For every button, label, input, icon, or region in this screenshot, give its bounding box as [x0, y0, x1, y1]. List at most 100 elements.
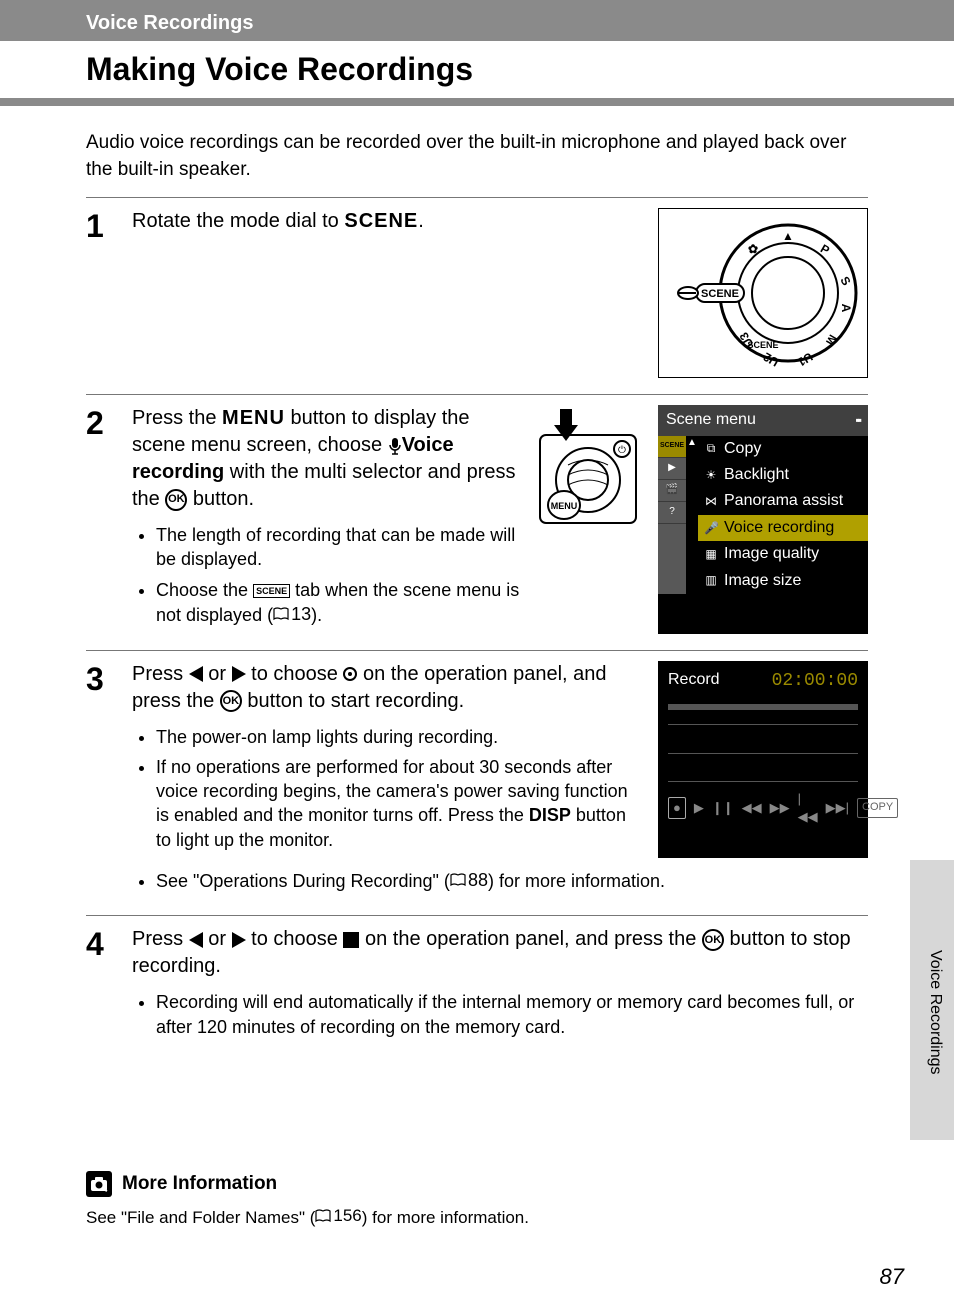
- svg-text:⏻: ⏻: [618, 445, 626, 456]
- more-info-heading: More Information: [122, 1171, 277, 1198]
- right-arrow-icon: [232, 666, 246, 682]
- svg-text:MENU: MENU: [551, 501, 578, 511]
- fragment: button to start recording.: [242, 690, 464, 712]
- step-2-figures: MENU ⏻ Scene menu: [538, 405, 868, 633]
- page-ref-icon: 156: [315, 1204, 361, 1228]
- svg-text:SCENE: SCENE: [701, 288, 739, 300]
- record-controls-bar: ● ▶ ❙❙ ◀◀ ▶▶ |◀◀ ▶▶| COPY: [658, 782, 868, 836]
- fragment: to choose: [246, 928, 344, 950]
- scene-item-panorama: ⋈Panorama assist: [698, 488, 868, 514]
- item-label: Image quality: [724, 543, 819, 565]
- copy-button: COPY: [857, 798, 898, 817]
- menu-options-icon: ▪▪: [855, 412, 860, 429]
- svg-text:✿: ✿: [748, 242, 758, 256]
- fragment: Press the: [132, 407, 222, 429]
- scene-menu-scroll-carets: ▲: [686, 436, 698, 594]
- bullet: See "Operations During Recording" (88) f…: [156, 868, 868, 893]
- scene-menu-tabs: SCENE ▶ 🎬 ?: [658, 436, 686, 594]
- right-arrow-icon: [232, 932, 246, 948]
- size-icon: ▥: [704, 572, 718, 589]
- record-label: Record: [668, 669, 720, 694]
- rewind-icon: ◀◀: [742, 799, 762, 817]
- step-number: 2: [86, 405, 132, 633]
- menu-word: MENU: [222, 407, 285, 429]
- svg-text:A: A: [839, 304, 853, 313]
- fragment: on the operation panel, and press the: [359, 928, 701, 950]
- left-arrow-icon: [189, 666, 203, 682]
- step-1-text: Rotate the mode dial to SCENE.: [132, 208, 648, 235]
- scene-menu-items: ⧉Copy ☀Backlight ⋈Panorama assist 🎤Voice…: [698, 436, 868, 594]
- intro-text: Audio voice recordings can be recorded o…: [86, 130, 868, 183]
- ok-button-icon: OK: [165, 489, 187, 511]
- fragment: See "File and Folder Names" (: [86, 1208, 315, 1227]
- step-4-text: Press or to choose on the operation pane…: [132, 926, 868, 980]
- step-2: 2 Press the MENU button to display the s…: [86, 394, 868, 649]
- scene-tab-scene: SCENE: [658, 436, 686, 458]
- backlight-icon: ☀: [704, 467, 718, 484]
- step-1-suffix: .: [418, 210, 424, 232]
- svg-text:▲: ▲: [782, 229, 794, 243]
- manual-page: Voice Recordings Making Voice Recordings…: [0, 0, 954, 1314]
- scene-item-quality: ▦ Image quality: [698, 541, 868, 567]
- item-label: Voice recording: [724, 517, 834, 539]
- disp-word: DISP: [529, 805, 571, 825]
- step-4: 4 Press or to choose on the operation pa…: [86, 915, 868, 1061]
- scene-menu-screen: Scene menu ▪▪ SCENE ▶ 🎬 ? ▲: [658, 405, 868, 633]
- ref-number: 13: [291, 602, 311, 626]
- scene-item-voice-recording: 🎤 Voice recording: [698, 515, 868, 541]
- scene-item-backlight: ☀Backlight: [698, 462, 868, 488]
- fragment: ) for more information.: [488, 871, 665, 891]
- more-information-section: More Information See "File and Folder Na…: [86, 1171, 868, 1229]
- step-3: 3 Press or to choose on the operation pa…: [86, 650, 868, 916]
- mode-dial-figure: ▲ P S A M U1 U2 U3 ✿ SCENE: [658, 208, 868, 378]
- step-3-text: Press or to choose on the operation pane…: [132, 661, 642, 715]
- left-arrow-icon: [189, 932, 203, 948]
- step-1-prefix: Rotate the mode dial to: [132, 210, 344, 232]
- scene-tab-icon: SCENE: [253, 584, 290, 598]
- scene-item-size: ▥Image size: [698, 568, 868, 594]
- fragment: ) for more information.: [362, 1208, 529, 1227]
- ref-number: 156: [333, 1204, 361, 1228]
- record-progress-bar: [668, 704, 858, 710]
- stop-square-icon: [343, 932, 359, 948]
- bullet: Recording will end automatically if the …: [156, 990, 868, 1039]
- page-ref-icon: 88: [450, 868, 488, 892]
- record-button-icon: ●: [668, 797, 686, 819]
- ok-button-icon: OK: [702, 929, 724, 951]
- fragment: Press: [132, 663, 189, 685]
- fragment: button.: [187, 488, 254, 510]
- play-icon: ▶: [694, 799, 704, 817]
- bullet: The length of recording that can be made…: [156, 523, 528, 572]
- step-number: 1: [86, 208, 132, 378]
- bullet: Choose the SCENE tab when the scene menu…: [156, 578, 528, 628]
- skip-fwd-icon: ▶▶|: [826, 799, 849, 817]
- title-underline: [0, 98, 954, 106]
- record-panel-screen: Record 02:00:00 ● ▶ ❙❙ ◀◀ ▶▶ |◀◀ ▶▶|: [658, 661, 868, 858]
- scene-menu-title: Scene menu: [666, 409, 756, 431]
- fragment: or: [203, 663, 232, 685]
- menu-button-figure: MENU ⏻: [538, 405, 638, 525]
- content-area: Audio voice recordings can be recorded o…: [0, 106, 954, 1229]
- bullet: If no operations are performed for about…: [156, 755, 642, 852]
- fragment: or: [203, 928, 232, 950]
- quality-icon: ▦: [704, 546, 718, 563]
- scene-word: SCENE: [344, 210, 418, 232]
- scene-tab-help: ?: [658, 502, 686, 524]
- step-3-bullets-cont: See "Operations During Recording" (88) f…: [132, 868, 868, 893]
- more-info-text: See "File and Folder Names" ( 156) for mo…: [86, 1204, 868, 1230]
- fragment: Choose the: [156, 580, 253, 600]
- microphone-icon: [388, 437, 402, 455]
- microphone-icon: 🎤: [704, 520, 718, 537]
- scene-menu-title-bar: Scene menu ▪▪: [658, 405, 868, 435]
- copy-icon: ⧉: [704, 440, 718, 457]
- page-number: 87: [880, 1264, 904, 1290]
- page-title: Making Voice Recordings: [0, 41, 954, 98]
- step-1: 1 Rotate the mode dial to SCENE. ▲: [86, 197, 868, 394]
- step-number: 4: [86, 926, 132, 1045]
- record-timer: 02:00:00: [772, 669, 858, 694]
- record-waveform-area: [668, 724, 858, 782]
- pause-icon: ❙❙: [712, 799, 734, 817]
- ok-button-icon: OK: [220, 690, 242, 712]
- info-camera-icon: [86, 1171, 112, 1197]
- step-2-bullets: The length of recording that can be made…: [132, 523, 528, 627]
